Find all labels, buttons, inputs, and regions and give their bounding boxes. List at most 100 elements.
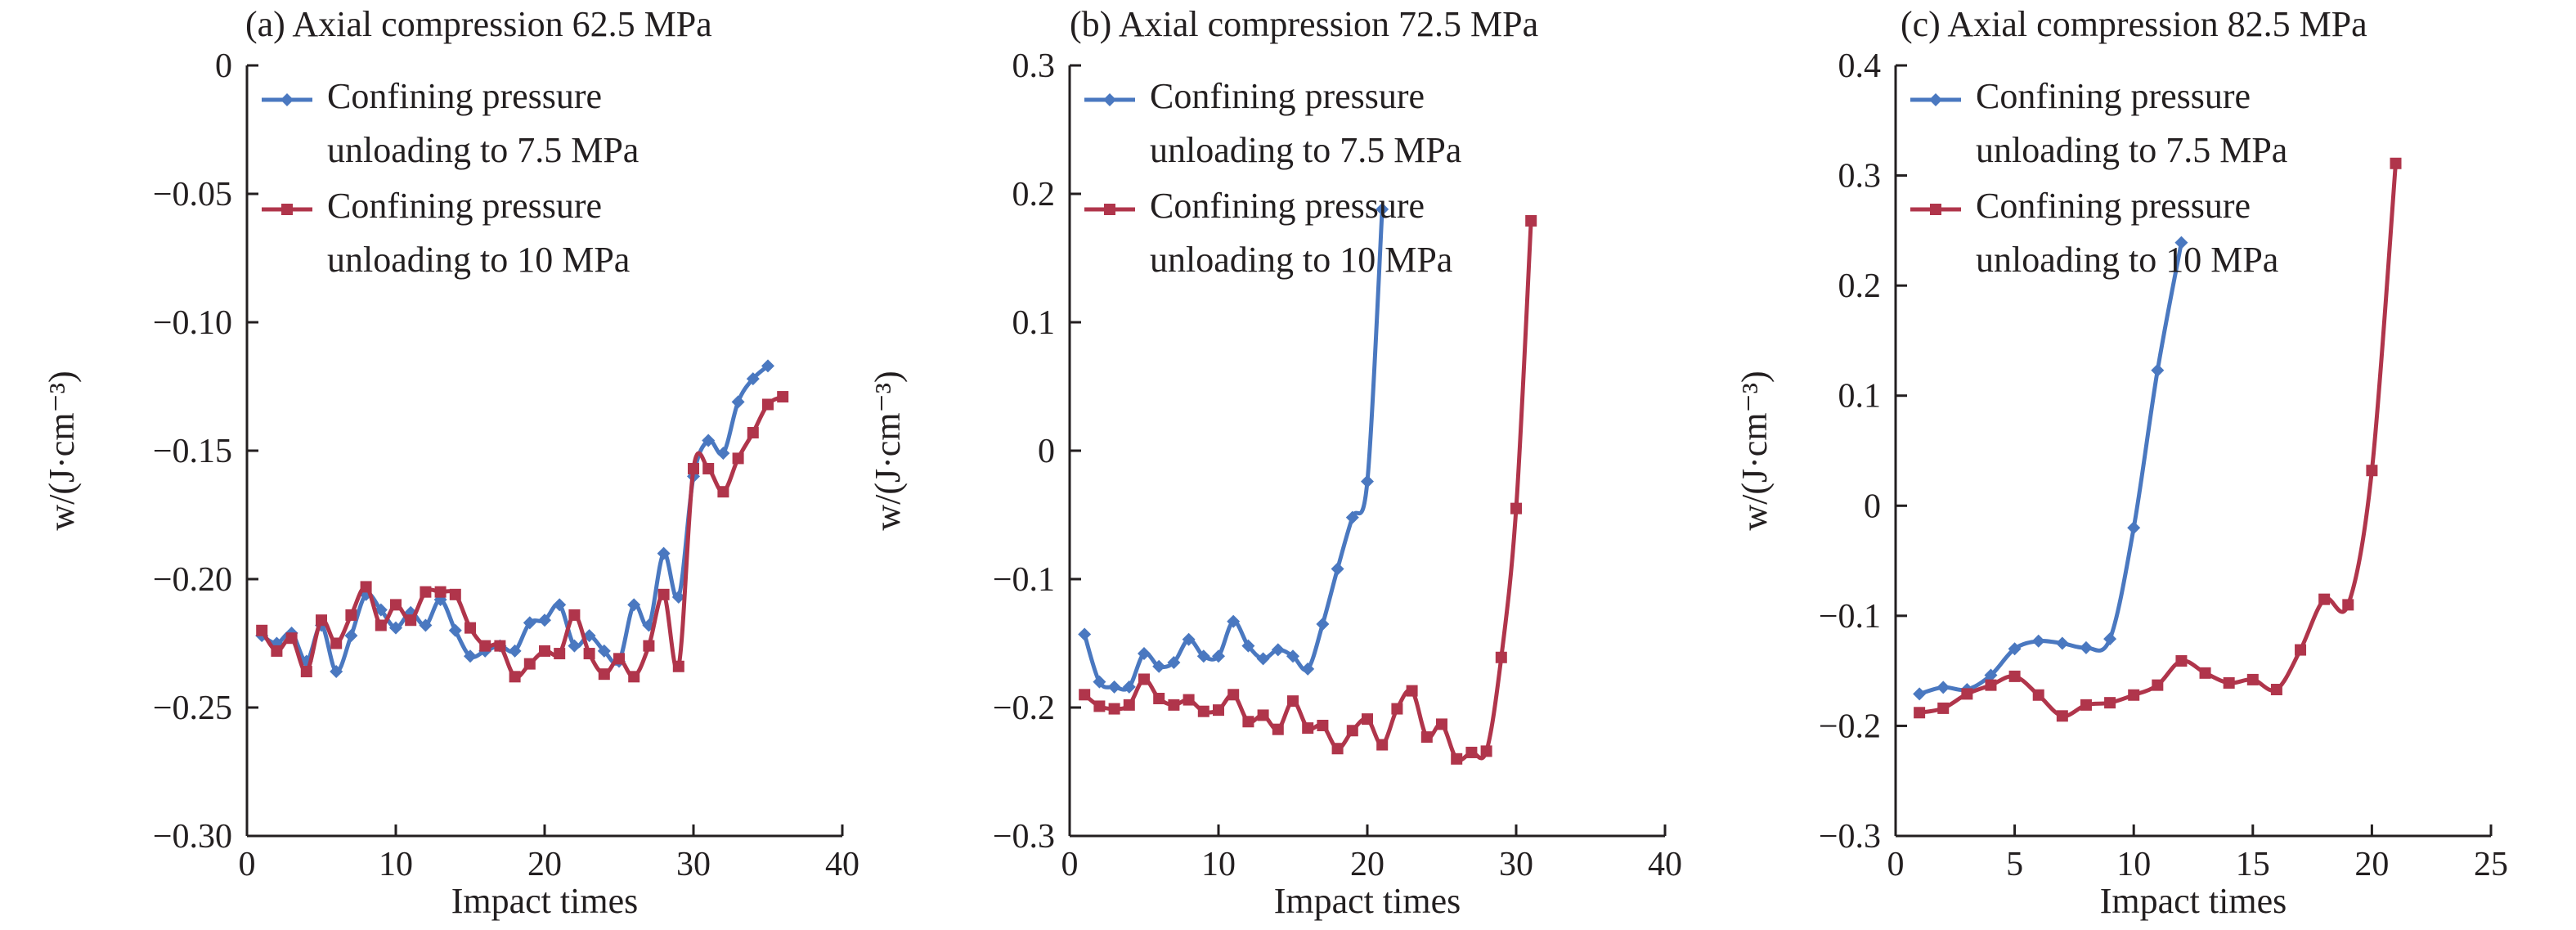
- y-tick-label: −0.3: [993, 818, 1055, 856]
- data-point-diamond: [657, 546, 671, 560]
- y-tick-label: 0: [215, 47, 232, 85]
- legend-label-series-2-line-1: Confining pressure: [1976, 186, 2251, 226]
- data-point-square: [1197, 705, 1209, 717]
- data-point-square: [568, 609, 581, 621]
- data-point-diamond: [1138, 647, 1151, 661]
- legend-marker-diamond: [1103, 93, 1116, 106]
- data-point-square: [300, 666, 312, 678]
- y-tick-label: −0.10: [153, 304, 232, 342]
- data-point-square: [464, 622, 476, 634]
- legend-label-series-2-line-1: Confining pressure: [327, 186, 602, 226]
- y-tick-label: −0.15: [153, 433, 232, 470]
- data-point-diamond: [1936, 681, 1950, 694]
- data-point-square: [316, 614, 327, 627]
- data-point-square: [1242, 716, 1254, 728]
- data-point-square: [1420, 731, 1433, 744]
- x-axis-label: Impact times: [2100, 881, 2287, 921]
- data-point-diamond: [2174, 236, 2188, 249]
- data-point-square: [1346, 725, 1358, 737]
- data-point-square: [2056, 710, 2068, 722]
- y-axis-label: w/(J·cm⁻³): [1735, 371, 1775, 530]
- data-point-diamond: [1182, 632, 1196, 646]
- data-point-square: [672, 660, 684, 672]
- legend-marker-square: [281, 204, 293, 215]
- series-line-1: [1919, 242, 2183, 696]
- data-point-square: [2032, 689, 2044, 701]
- data-point-diamond: [419, 618, 433, 632]
- y-tick-label: 0: [1038, 433, 1055, 470]
- data-point-square: [345, 609, 357, 621]
- series-line-2: [1083, 220, 1533, 762]
- y-tick-label: 0: [1864, 487, 1881, 525]
- data-point-square: [1465, 746, 1478, 758]
- data-point-diamond: [1301, 662, 1315, 676]
- data-point-square: [1391, 703, 1403, 715]
- x-tick-label: 5: [2006, 846, 2023, 883]
- data-point-square: [1227, 689, 1240, 701]
- x-tick-label: 20: [527, 846, 562, 883]
- x-tick-label: 0: [239, 846, 256, 883]
- data-point-diamond: [1107, 680, 1121, 694]
- data-point-diamond: [2008, 642, 2022, 656]
- data-point-diamond: [2031, 634, 2045, 648]
- legend-marker-diamond: [280, 93, 294, 106]
- data-point-square: [1495, 651, 1507, 663]
- legend-marker-square: [1104, 204, 1115, 215]
- data-point-square: [330, 637, 343, 649]
- legend: Confining pressure unloading to 7.5 MPa Co…: [1084, 76, 1461, 280]
- y-tick-label: −0.30: [153, 818, 232, 856]
- legend-label-series-1-line-1: Confining pressure: [1150, 76, 1425, 116]
- data-point-diamond: [1256, 652, 1270, 666]
- data-point-square: [1376, 739, 1389, 751]
- chart-title: (a) Axial compression 62.5 MPa: [245, 4, 712, 44]
- data-point-square: [777, 391, 789, 403]
- data-point-diamond: [1271, 643, 1285, 657]
- data-point-diamond: [731, 395, 745, 409]
- data-point-square: [1362, 713, 1373, 726]
- data-point-square: [732, 452, 744, 465]
- x-axis-label: Impact times: [1274, 881, 1461, 921]
- data-point-square: [762, 398, 774, 411]
- data-point-square: [554, 648, 566, 660]
- data-point-diamond: [344, 629, 358, 643]
- data-point-square: [657, 588, 670, 600]
- data-point-diamond: [761, 359, 774, 373]
- data-point-diamond: [568, 639, 581, 653]
- data-point-square: [2175, 655, 2188, 667]
- y-tick-label: 0.1: [1838, 378, 1882, 416]
- data-point-diamond: [1122, 680, 1136, 694]
- x-tick-label: 10: [1201, 846, 1236, 883]
- chart-title: (b) Axial compression 72.5 MPa: [1070, 4, 1538, 44]
- data-point-square: [702, 462, 715, 474]
- data-point-square: [2270, 684, 2282, 696]
- x-tick-label: 40: [825, 846, 859, 883]
- y-tick-label: −0.25: [153, 690, 232, 727]
- data-point-square: [2246, 673, 2259, 685]
- data-point-square: [285, 632, 298, 645]
- data-point-square: [1272, 723, 1284, 735]
- data-point-diamond: [1167, 656, 1181, 670]
- data-point-diamond: [1241, 639, 1255, 653]
- legend-label-series-1-line-2: unloading to 7.5 MPa: [1150, 130, 1461, 170]
- data-point-square: [717, 486, 729, 498]
- data-point-diamond: [1078, 627, 1092, 641]
- data-point-square: [449, 588, 461, 600]
- y-tick-label: 0.2: [1012, 176, 1056, 213]
- data-point-square: [1168, 699, 1180, 711]
- data-point-diamond: [1913, 687, 1927, 701]
- data-point-square: [1183, 694, 1195, 706]
- data-point-square: [375, 619, 387, 631]
- chart-panel-1: (a) Axial compression 62.5 MPa 0 10 20 30 40 −…: [42, 4, 859, 921]
- data-point-diamond: [1093, 675, 1106, 689]
- data-point-diamond: [1286, 649, 1299, 663]
- data-point-square: [479, 640, 491, 652]
- data-point-square: [2080, 699, 2092, 711]
- y-tick-label: −0.1: [993, 561, 1055, 599]
- chart-panel-3: (c) Axial compression 82.5 MPa 0 5 10 15 20 25…: [1735, 4, 2508, 921]
- chart-panel-2: (b) Axial compression 72.5 MPa 0 10 20 30 40 −…: [868, 4, 1682, 921]
- data-point-square: [747, 427, 759, 439]
- y-tick-label: −0.2: [993, 690, 1055, 727]
- data-point-diamond: [538, 613, 551, 627]
- data-point-square: [613, 653, 625, 665]
- data-point-square: [2318, 593, 2331, 605]
